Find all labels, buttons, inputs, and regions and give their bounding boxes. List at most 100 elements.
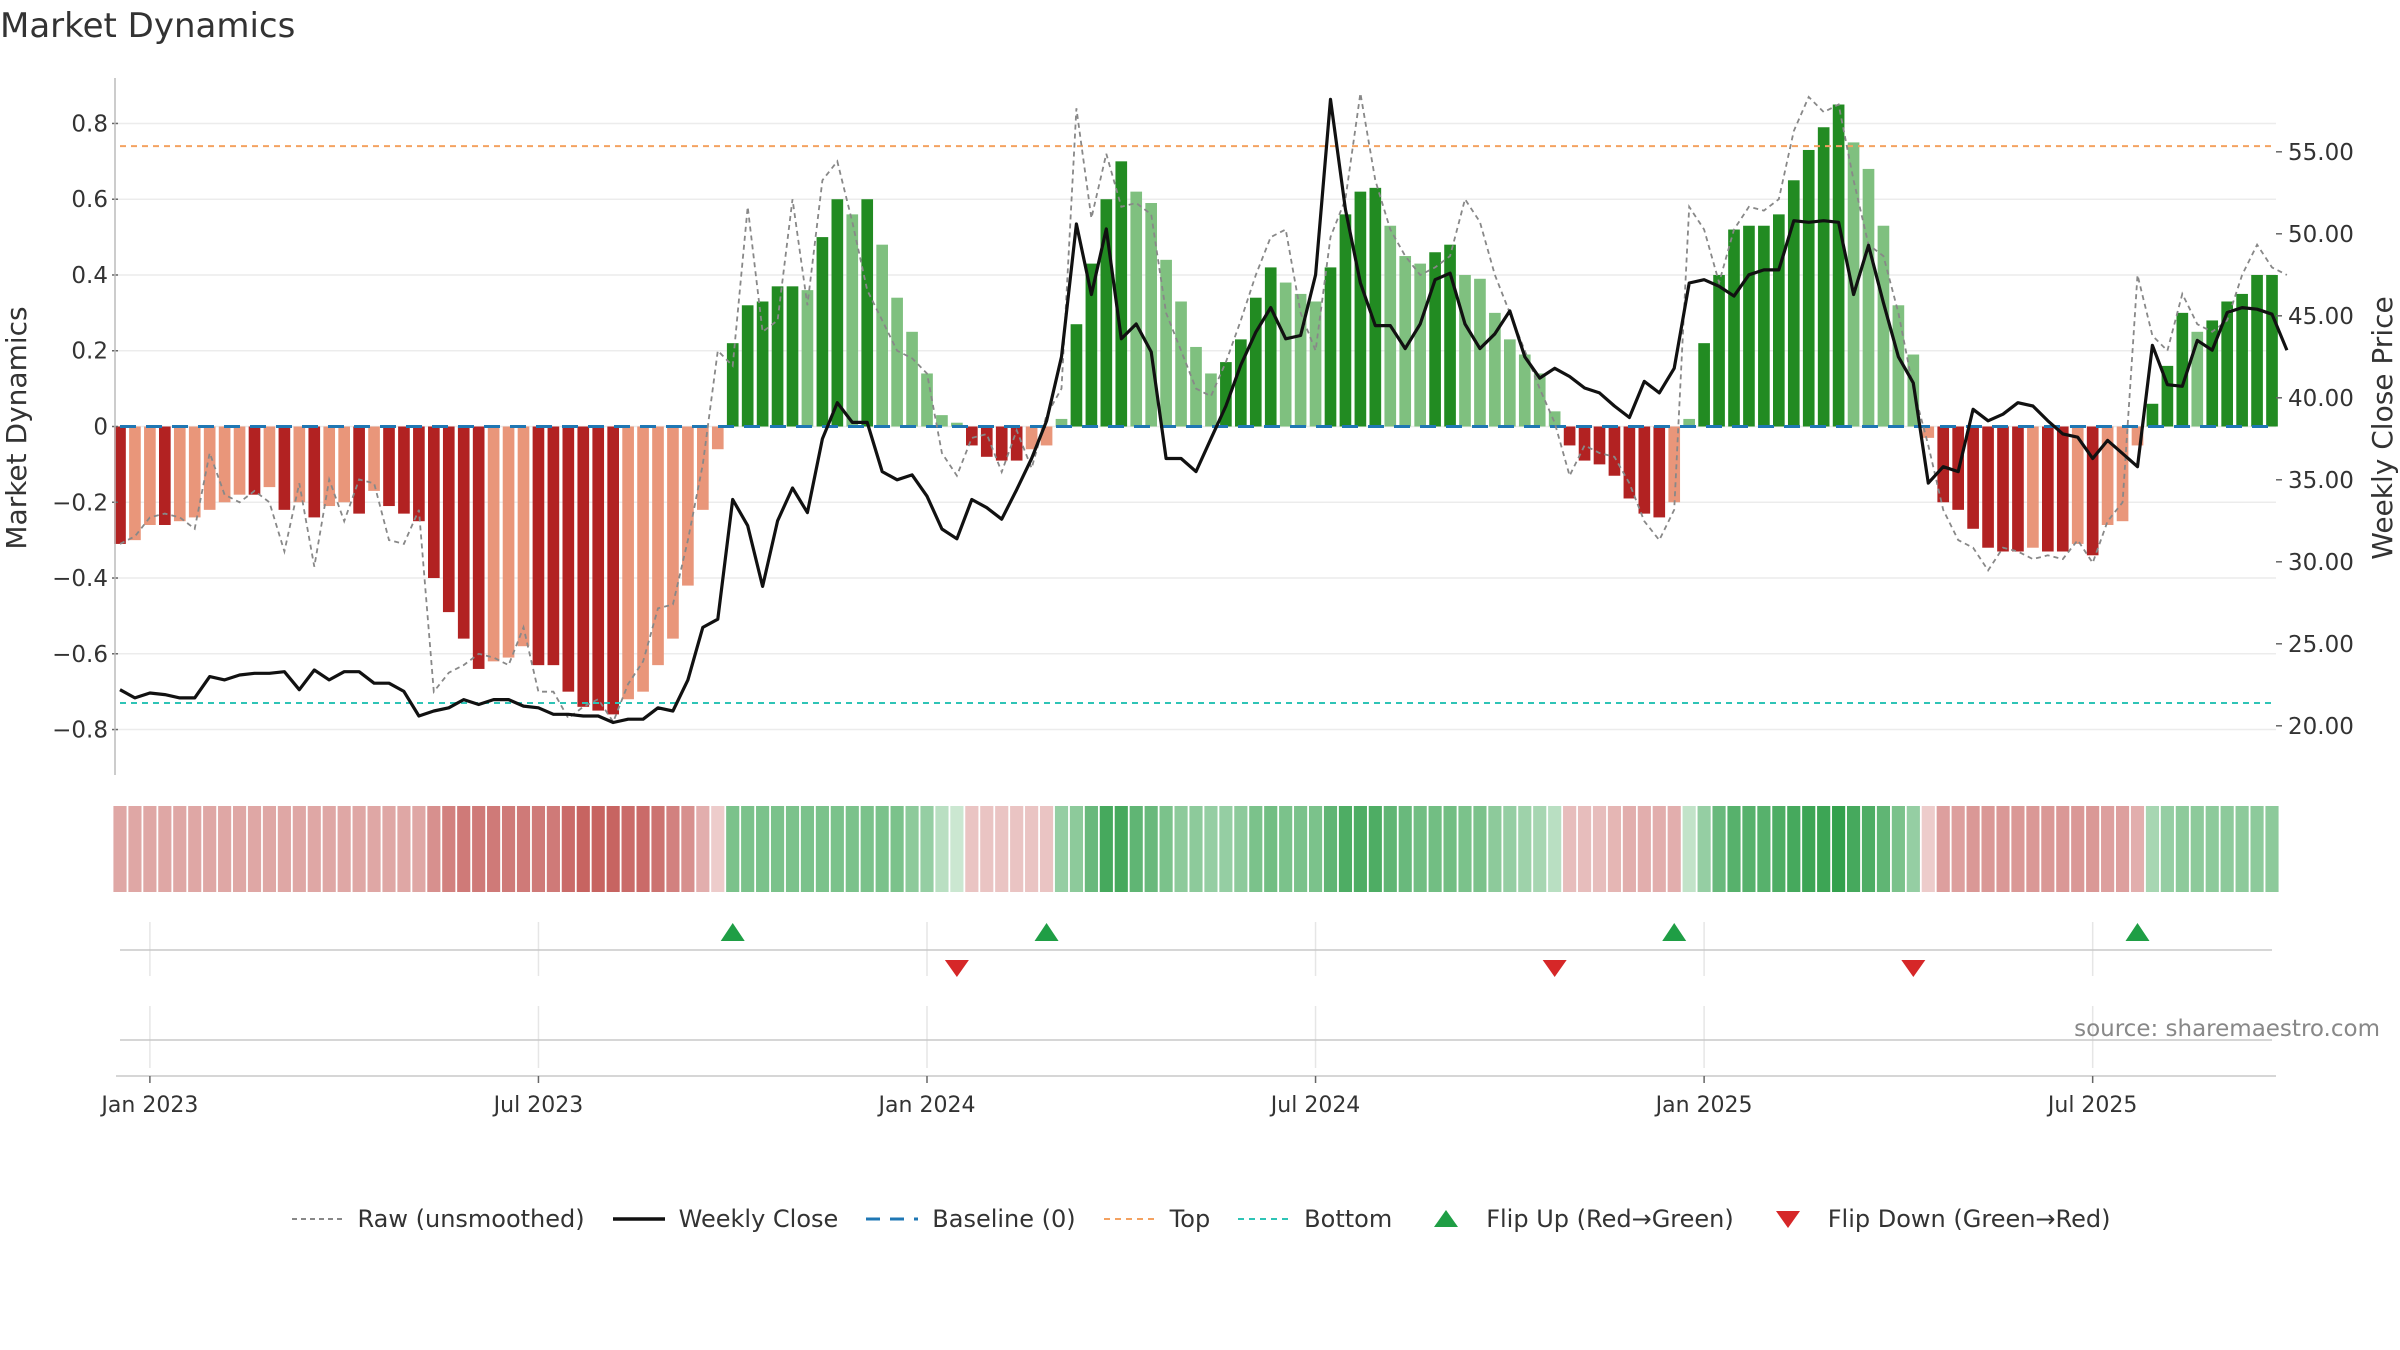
bar-negative [144, 426, 156, 525]
strip-cell [232, 806, 247, 892]
strip-cell [367, 806, 381, 892]
bar-positive [1683, 418, 1695, 427]
bar-positive [1070, 324, 1083, 427]
bar-negative [2042, 426, 2054, 552]
bar-positive [1773, 214, 1785, 427]
bar-negative [547, 426, 560, 666]
strip-cell [1129, 806, 1143, 892]
y-left-tick-label: −0.2 [52, 490, 108, 516]
bar-negative [1593, 426, 1606, 465]
strip-cell [1652, 806, 1666, 892]
strip-cell [307, 806, 321, 892]
strip-cell [1772, 806, 1786, 892]
strip-cell [442, 806, 456, 892]
bar-negative [622, 426, 634, 700]
strip-cell [1189, 806, 1203, 892]
strip-cell [711, 806, 725, 892]
bar-negative [502, 426, 515, 658]
strip-cell [516, 806, 531, 892]
flip-up-marker [1034, 923, 1059, 941]
axes: 0.8 0.6 0.4 0.2 0 −0.2 −0.4 −0.6 −0.8 Market Dyna… [0, 78, 2399, 775]
bar-positive [1518, 354, 1531, 427]
strip-cell [2205, 806, 2219, 892]
strip-cell [1010, 806, 1024, 892]
chart-title: Market Dynamics [0, 6, 296, 46]
strip-cell [1563, 806, 1577, 892]
strip-cell [1219, 806, 1233, 892]
strip-cell [412, 806, 426, 892]
strip-cell [1279, 806, 1293, 892]
bar-positive [1444, 244, 1456, 427]
reference-lines [120, 145, 2272, 705]
strip-cell [1996, 806, 2010, 892]
strip-cell [726, 806, 740, 892]
flip-panel [120, 922, 2272, 1068]
bar-negative [398, 426, 410, 514]
bar-positive [951, 422, 963, 427]
strip-cell [2130, 806, 2145, 892]
bar-negative [966, 426, 978, 446]
bar-negative [1025, 426, 1038, 450]
bar-positive [936, 415, 948, 427]
strip-cell [845, 806, 859, 892]
bar-positive [786, 286, 799, 427]
bar-negative [517, 426, 530, 647]
strip-cell [636, 806, 650, 892]
strip-cell [1488, 806, 1502, 892]
strip-cell [1308, 806, 1323, 892]
bar-negative [442, 426, 455, 613]
strip-cell [1204, 806, 1218, 892]
strip-cell [2145, 806, 2160, 892]
strip-cell [1054, 806, 1069, 892]
strip-cell [1234, 806, 1248, 892]
bar-positive [921, 373, 933, 427]
strip-cell [173, 806, 187, 892]
bar-negative [1653, 426, 1666, 518]
strip-cell [2086, 806, 2100, 892]
y-left-tick-label: −0.6 [52, 642, 108, 668]
bar-positive [1160, 259, 1172, 427]
y-left-tick-label: 0.2 [71, 339, 108, 365]
strip-cell [1518, 806, 1532, 892]
y-left-tick-label: −0.4 [52, 566, 108, 592]
bar-negative [2131, 426, 2144, 446]
strip-cell [1667, 806, 1681, 892]
bar-positive [1459, 274, 1471, 427]
y-left-tick-label: 0.4 [71, 263, 108, 289]
strip-cell [188, 806, 202, 892]
flip-up-swatch-mark [1434, 1210, 1459, 1227]
bar-positive [1145, 203, 1157, 427]
strip-cell [1458, 806, 1472, 892]
strip-cell [1682, 806, 1696, 892]
bar-negative [203, 426, 216, 510]
bar-negative [2071, 426, 2084, 544]
legend-label: Weekly Close [678, 1205, 839, 1233]
strip-cell [457, 806, 471, 892]
flip-down-swatch-icon [1775, 1211, 1800, 1228]
bar-positive [1175, 301, 1187, 427]
strip-cell [218, 806, 232, 892]
strip-cell [2175, 806, 2189, 892]
bar-positive [1713, 274, 1725, 427]
bar-negative [577, 426, 590, 707]
bar-negative [368, 426, 380, 491]
legend-label: Flip Up (Red→Green) [1486, 1205, 1734, 1233]
flip-down-marker [1542, 960, 1567, 977]
bar-positive [2251, 274, 2263, 427]
strip-cell [292, 806, 306, 892]
strip-cell [875, 806, 889, 892]
bar-positive [1294, 293, 1307, 427]
strip-cell [621, 806, 635, 892]
bar-positive [1249, 297, 1262, 427]
y-right-tick-label: 20.00 [2288, 714, 2354, 740]
strip-cell [1428, 806, 1442, 892]
bar-positive [2221, 301, 2233, 427]
y-left-tick-label: 0 [93, 415, 108, 441]
strip-cell [756, 806, 770, 892]
bar-negative [1040, 426, 1053, 446]
x-axis: Jan 2023 Jul 2023 Jan 2024 Jul 2024 Jan 2025… [99, 1075, 2276, 1118]
strip-cell [815, 806, 829, 892]
bar-positive [1832, 104, 1845, 427]
strip-cell [1622, 806, 1636, 892]
strip-cell [1353, 806, 1367, 892]
